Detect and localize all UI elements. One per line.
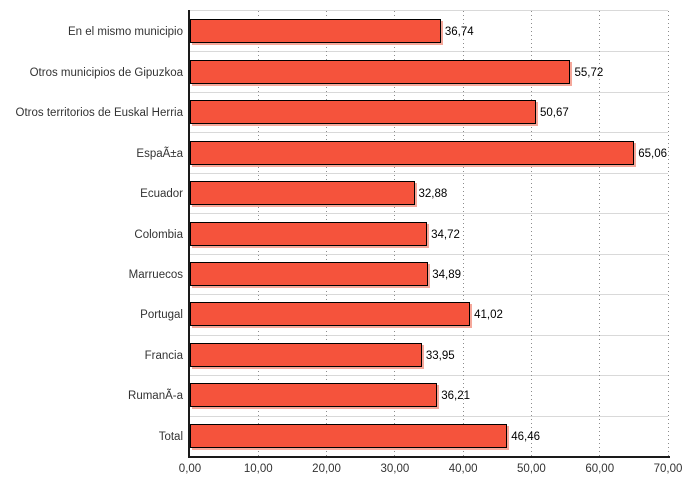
- band-separator: [190, 415, 668, 417]
- bar-value-label: 36,21: [441, 390, 471, 403]
- category-label: Total: [158, 430, 183, 443]
- x-tick-label: 70,00: [653, 463, 683, 475]
- x-axis-line: [188, 456, 670, 458]
- bar: [190, 302, 471, 327]
- category-label: Otros territorios de Euskal Herria: [15, 107, 183, 120]
- bar-value-label: 33,95: [425, 349, 455, 362]
- x-tick-label: 0,00: [178, 463, 202, 475]
- bar: [190, 100, 536, 125]
- bar-value-label: 34,72: [431, 228, 460, 241]
- bar: [190, 181, 415, 206]
- bar: [190, 140, 635, 165]
- band-separator: [190, 213, 668, 215]
- bar-value-label: 34,89: [432, 268, 462, 281]
- band-separator: [190, 91, 668, 93]
- x-tick-label: 60,00: [585, 463, 615, 475]
- gridline: [667, 11, 669, 456]
- bar: [190, 19, 441, 44]
- x-tick-label: 20,00: [312, 463, 341, 475]
- category-label: Colombia: [134, 228, 183, 241]
- band-separator: [190, 172, 668, 174]
- band-separator: [190, 334, 668, 336]
- category-label: Marruecos: [128, 268, 183, 281]
- bar: [190, 383, 438, 408]
- category-label: EspaÃ±a: [136, 147, 183, 160]
- gridline: [462, 11, 464, 456]
- bar: [190, 261, 429, 286]
- band-separator: [190, 132, 668, 134]
- band-separator: [190, 375, 668, 377]
- category-label: Portugal: [140, 309, 183, 322]
- band-separator: [190, 253, 668, 255]
- band-separator: [190, 10, 668, 11]
- x-tick-label: 10,00: [243, 463, 273, 475]
- y-axis-line: [188, 10, 190, 457]
- bar: [190, 423, 508, 448]
- gridline: [530, 11, 532, 456]
- category-label: Ecuador: [140, 188, 183, 201]
- x-tick-label: 50,00: [517, 463, 546, 475]
- bar-value-label: 46,46: [511, 430, 541, 443]
- bar-value-label: 65,06: [638, 147, 668, 160]
- band-separator: [190, 294, 668, 296]
- bar-value-label: 55,72: [574, 66, 604, 79]
- band-separator: [190, 51, 668, 53]
- bar: [190, 221, 428, 246]
- bar-value-label: 50,67: [540, 107, 569, 120]
- category-label: Francia: [144, 349, 183, 362]
- x-tick-label: 40,00: [448, 463, 478, 475]
- bar-value-label: 41,02: [474, 309, 503, 322]
- category-label: En el mismo municipio: [67, 26, 183, 39]
- bar: [190, 342, 422, 367]
- gridline: [599, 11, 601, 456]
- category-label: RumanÃ-a: [128, 390, 183, 403]
- bar-value-label: 36,74: [444, 26, 474, 39]
- bar: [190, 59, 571, 84]
- bar-value-label: 32,88: [418, 188, 448, 201]
- x-tick-label: 30,00: [380, 463, 410, 475]
- category-label: Otros municipios de Gipuzkoa: [29, 66, 183, 79]
